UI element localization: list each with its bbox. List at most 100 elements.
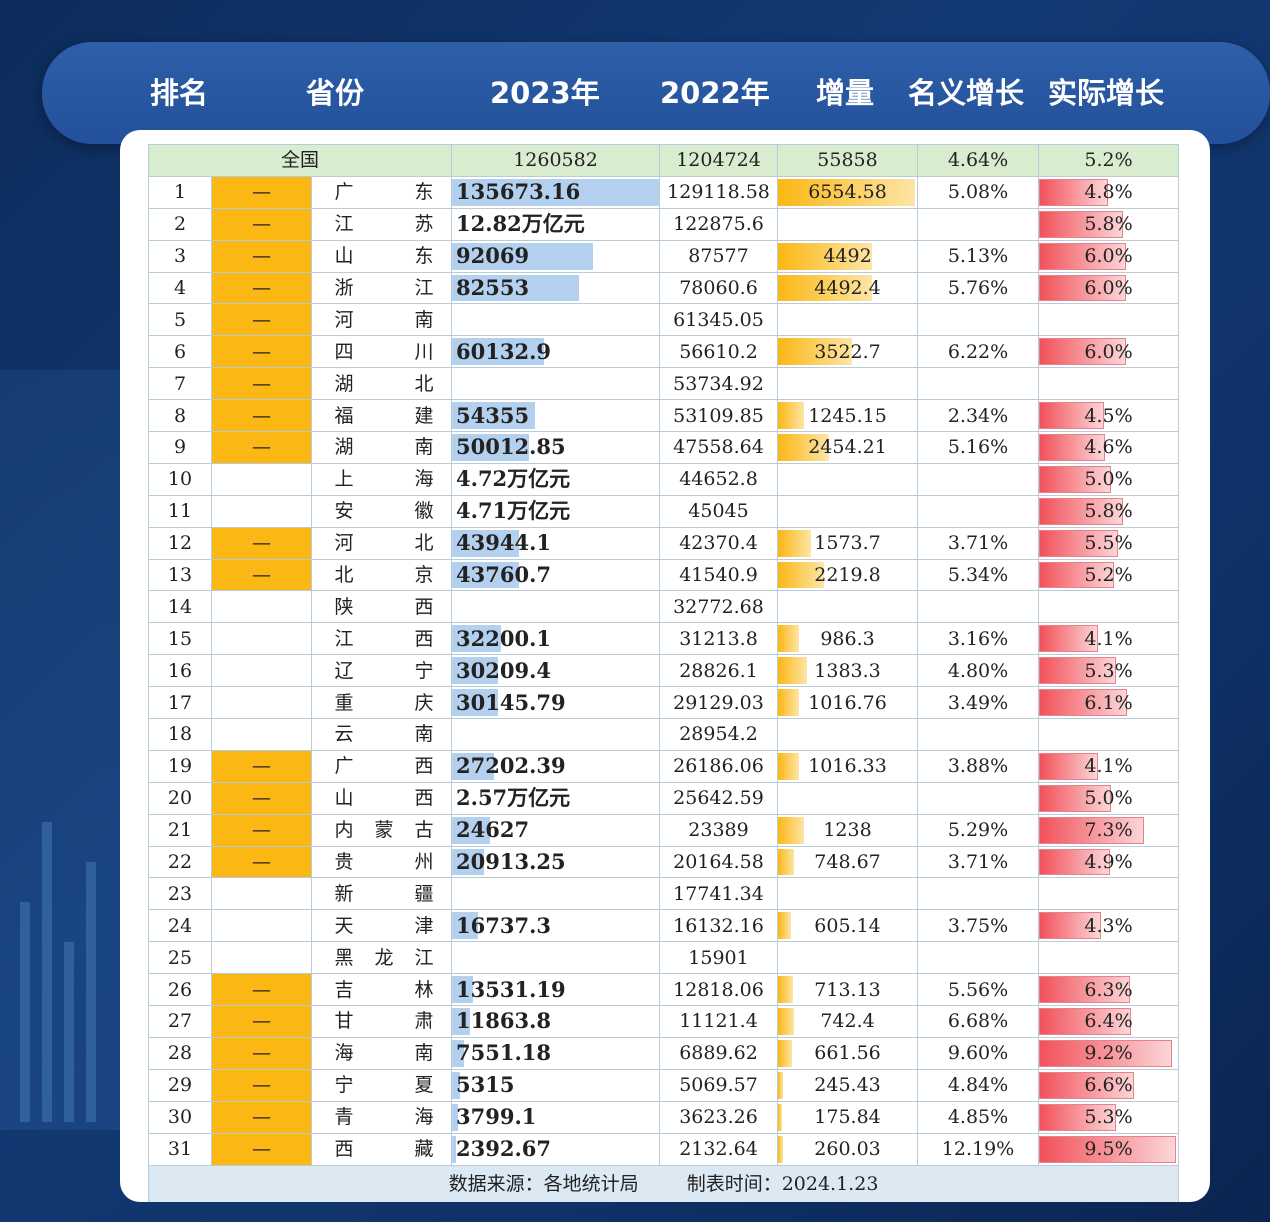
increase-value: 1238	[823, 819, 872, 842]
province-char: 南	[414, 308, 434, 331]
gdp-2022-cell: 129118.58	[659, 175, 779, 209]
real-growth-value: 5.3%	[1084, 1106, 1133, 1129]
increase-cell: 1245.15	[777, 399, 919, 433]
increase-cell: 4492	[777, 239, 919, 273]
province-char: 贵	[334, 851, 354, 874]
increase-bar	[778, 625, 800, 653]
rank-cell: 26	[148, 973, 212, 1007]
table-row: 14 陕西 32772.68	[148, 590, 1180, 624]
province-cell: 新疆	[310, 877, 453, 911]
mark-cell: —	[211, 239, 312, 273]
gdp-2023-cell: 32200.1	[451, 622, 661, 656]
total-nominal: 4.64%	[917, 144, 1040, 177]
gdp-2023-value: 16737.3	[456, 912, 551, 938]
increase-cell: 661.56	[777, 1036, 919, 1070]
gdp-2023-cell: 5315	[451, 1068, 661, 1102]
increase-bar	[778, 912, 792, 940]
nominal-growth-cell: 3.71%	[917, 526, 1040, 560]
rank-cell: 12	[148, 526, 212, 560]
rank-cell: 13	[148, 558, 212, 592]
rank-cell: 28	[148, 1036, 212, 1070]
real-growth-cell: 5.3%	[1038, 1100, 1180, 1134]
mark-cell	[211, 654, 312, 688]
province-char: 山	[334, 245, 354, 268]
nominal-growth-cell: 6.68%	[917, 1005, 1040, 1038]
increase-cell	[777, 494, 919, 528]
real-growth-bar	[1039, 561, 1115, 589]
real-growth-cell	[1038, 718, 1180, 751]
gdp-2023-cell: 2.57万亿元	[451, 781, 661, 815]
table-row: 26— 吉林 13531.19 12818.06 713.13 5.56% 6.3%	[148, 973, 1180, 1007]
province-cell: 甘肃	[310, 1005, 453, 1038]
province-cell: 山东	[310, 239, 453, 273]
province-char: 京	[414, 564, 434, 587]
increase-value: 1016.33	[808, 755, 887, 778]
footer-cell: 数据来源：各地统计局 制表时间：2024.1.23	[147, 1164, 1180, 1202]
table-row: 30— 青海 3799.1 3623.26 175.84 4.85% 5.3%	[148, 1100, 1180, 1134]
real-growth-value: 6.1%	[1084, 691, 1133, 714]
province-cell: 福建	[310, 399, 453, 433]
gdp-2023-bar	[452, 561, 520, 589]
footer-source: 数据来源：各地统计局	[448, 1172, 639, 1195]
gdp-2023-cell: 3799.1	[451, 1100, 661, 1134]
real-growth-value: 5.8%	[1084, 213, 1133, 236]
nominal-growth-cell: 5.76%	[917, 271, 1040, 305]
gdp-2023-cell	[451, 590, 661, 624]
table-row: 10 上海 4.72万亿元 44652.8 5.0%	[148, 462, 1180, 496]
gdp-2023-bar	[452, 816, 491, 844]
gdp-2023-value: 11863.8	[456, 1008, 551, 1034]
gdp-2022-cell: 6889.62	[659, 1036, 779, 1070]
gdp-2023-cell: 50012.85	[451, 431, 661, 464]
nominal-growth-cell: 3.16%	[917, 622, 1040, 656]
increase-bar	[778, 402, 805, 430]
increase-value: 3522.7	[814, 340, 881, 363]
gdp-2023-value: 4.71万亿元	[456, 498, 571, 524]
header-rank: 排名	[150, 76, 209, 110]
province-char: 云	[334, 723, 354, 746]
real-growth-cell: 4.9%	[1038, 845, 1180, 879]
increase-cell	[777, 781, 919, 815]
gdp-2022-cell: 5069.57	[659, 1068, 779, 1102]
increase-cell: 3522.7	[777, 335, 919, 369]
province-char: 蒙	[374, 819, 394, 842]
gdp-2022-cell: 17741.34	[659, 877, 779, 911]
table-row: 21— 内蒙古 24627 23389 1238 5.29% 7.3%	[148, 813, 1180, 847]
province-cell: 河北	[310, 526, 453, 560]
gdp-2023-cell: 12.82万亿元	[451, 207, 661, 241]
table-header-bar: 排名 省份 2023年 2022年 增量 名义增长 实际增长	[42, 42, 1270, 144]
real-growth-bar	[1039, 1071, 1135, 1099]
gdp-2022-cell: 3623.26	[659, 1100, 779, 1134]
gdp-2023-cell: 92069	[451, 239, 661, 273]
real-growth-cell: 6.0%	[1038, 335, 1180, 369]
increase-bar	[778, 529, 812, 557]
province-cell: 江苏	[310, 207, 453, 241]
nominal-growth-cell	[917, 494, 1040, 528]
increase-value: 1016.76	[808, 691, 887, 714]
gdp-2022-cell: 23389	[659, 813, 779, 847]
increase-cell	[777, 207, 919, 241]
mark-cell: —	[211, 781, 312, 815]
real-growth-cell: 9.2%	[1038, 1036, 1180, 1070]
province-char: 肃	[414, 1010, 434, 1033]
province-char: 江	[334, 213, 354, 236]
gdp-2022-cell: 20164.58	[659, 845, 779, 879]
header-nominal-growth: 名义增长	[908, 76, 1025, 110]
total-real: 5.2%	[1038, 144, 1180, 177]
footer-row: 数据来源：各地统计局 制表时间：2024.1.23	[147, 1164, 1180, 1202]
increase-cell: 1016.33	[777, 749, 919, 783]
real-growth-bar	[1039, 1135, 1177, 1163]
province-cell: 黑龙江	[310, 941, 453, 975]
rank-cell: 10	[148, 462, 212, 496]
province-cell: 河南	[310, 303, 453, 337]
province-cell: 湖南	[310, 431, 453, 464]
real-growth-bar	[1039, 497, 1124, 525]
gdp-2023-bar	[452, 657, 499, 685]
gdp-2023-bar	[452, 1071, 461, 1099]
mark-cell: —	[211, 558, 312, 592]
mark-cell	[211, 686, 312, 720]
real-growth-cell	[1038, 590, 1180, 624]
nominal-growth-cell	[917, 590, 1040, 624]
real-growth-value: 5.2%	[1084, 564, 1133, 587]
gdp-2023-value: 2392.67	[456, 1136, 551, 1162]
increase-cell: 1238	[777, 813, 919, 847]
